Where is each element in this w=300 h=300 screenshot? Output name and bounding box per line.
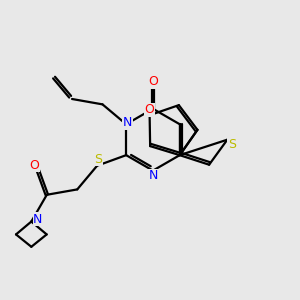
Text: O: O [145,103,154,116]
Text: N: N [148,169,158,182]
Text: N: N [123,116,132,129]
Text: N: N [33,213,43,226]
Text: S: S [94,153,103,166]
Text: O: O [29,159,39,172]
Text: O: O [148,75,158,88]
Text: S: S [228,139,236,152]
